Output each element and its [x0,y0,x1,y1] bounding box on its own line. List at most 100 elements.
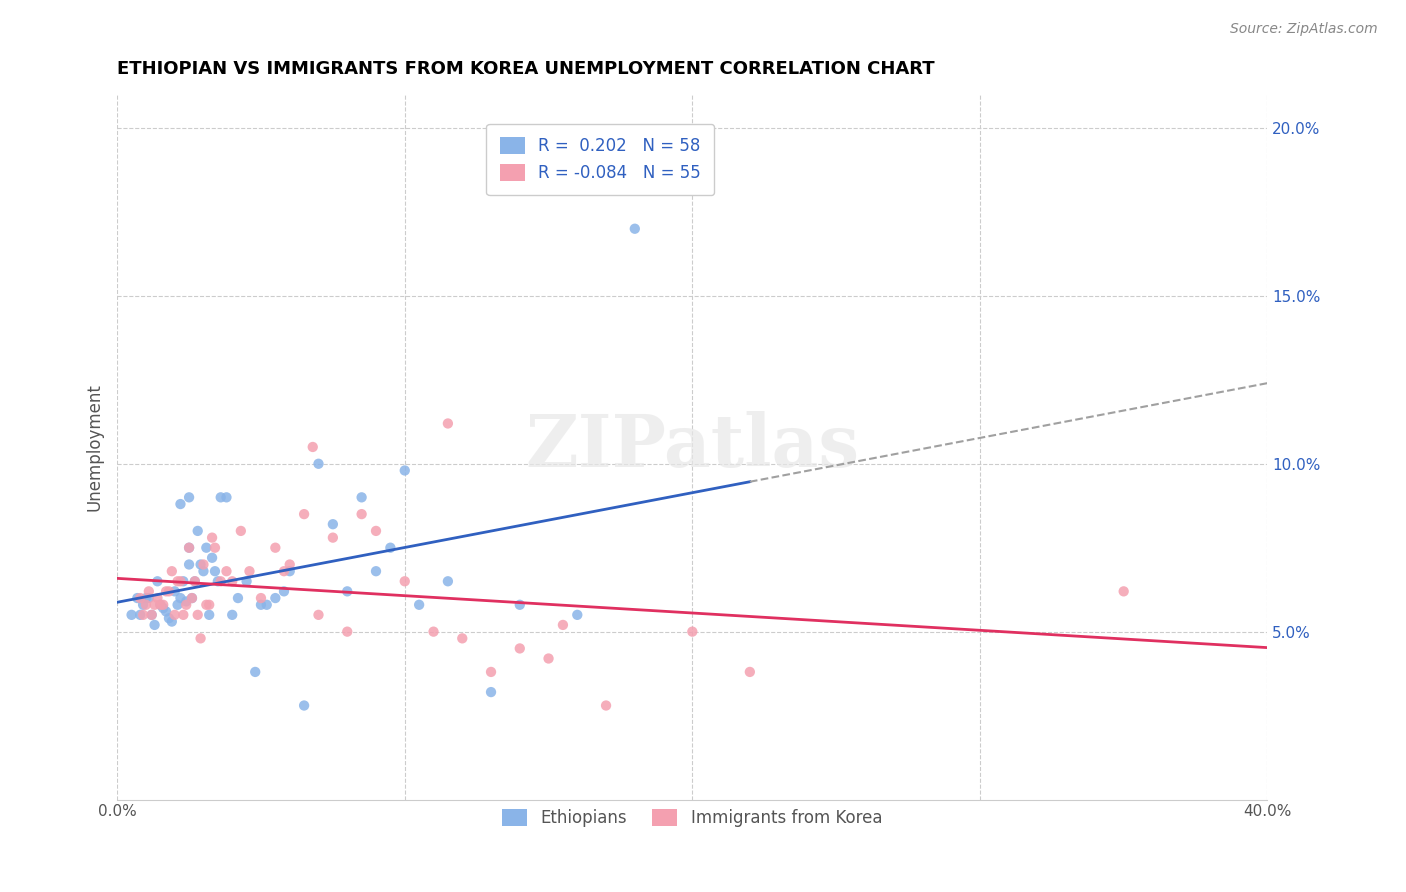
Point [177,541,200,555]
Point [229,524,252,538]
Point [169,591,191,605]
Point [322,531,344,545]
Point [132,607,155,622]
Point [184,574,207,589]
Point [132,598,155,612]
Point [169,574,191,589]
Point [198,607,221,622]
Point [250,598,273,612]
Point [172,607,194,622]
Point [221,574,243,589]
Point [195,598,218,612]
Point [187,607,209,622]
Point [181,591,204,605]
Point [273,584,295,599]
Point [149,598,172,612]
Point [278,558,301,572]
Point [394,574,416,589]
Point [160,615,183,629]
Point [336,624,359,639]
Point [198,598,221,612]
Point [193,564,215,578]
Point [190,632,212,646]
Point [292,698,315,713]
Point [181,591,204,605]
Point [157,584,180,599]
Point [264,591,287,605]
Point [308,457,330,471]
Point [204,564,226,578]
Point [215,564,238,578]
Point [509,598,531,612]
Point [408,598,430,612]
Point [187,524,209,538]
Point [364,564,387,578]
Point [301,440,323,454]
Point [245,665,267,679]
Point [256,598,278,612]
Point [174,598,197,612]
Point [135,591,157,605]
Point [204,541,226,555]
Point [681,624,703,639]
Point [190,558,212,572]
Point [207,574,229,589]
Point [215,491,238,505]
Point [138,591,160,605]
Point [437,574,460,589]
Point [250,591,273,605]
Text: ZIPatlas: ZIPatlas [526,411,859,483]
Point [127,591,149,605]
Point [177,558,200,572]
Point [129,607,152,622]
Point [166,574,188,589]
Point [238,564,260,578]
Point [163,584,186,599]
Point [537,651,560,665]
Point [160,564,183,578]
Point [551,618,574,632]
Point [336,584,359,599]
Point [152,598,174,612]
Y-axis label: Unemployment: Unemployment [86,383,103,511]
Point [292,507,315,521]
Point [209,574,232,589]
Point [172,574,194,589]
Point [146,574,169,589]
Point [278,564,301,578]
Point [738,665,761,679]
Point [201,550,224,565]
Point [157,611,180,625]
Point [152,601,174,615]
Point [394,463,416,477]
Point [141,607,163,622]
Point [567,607,589,622]
Point [479,665,502,679]
Point [308,607,330,622]
Point [143,598,166,612]
Point [273,564,295,578]
Point [437,417,460,431]
Point [155,584,177,599]
Point [135,598,157,612]
Point [235,574,257,589]
Point [177,541,200,555]
Point [624,221,647,235]
Point [141,607,163,622]
Point [155,605,177,619]
Point [350,507,373,521]
Text: ETHIOPIAN VS IMMIGRANTS FROM KOREA UNEMPLOYMENT CORRELATION CHART: ETHIOPIAN VS IMMIGRANTS FROM KOREA UNEMP… [117,60,935,78]
Point [380,541,402,555]
Point [166,598,188,612]
Point [169,497,191,511]
Point [143,618,166,632]
Point [364,524,387,538]
Point [479,685,502,699]
Point [184,574,207,589]
Point [509,641,531,656]
Point [129,591,152,605]
Point [177,491,200,505]
Text: Source: ZipAtlas.com: Source: ZipAtlas.com [1230,22,1378,37]
Point [422,624,444,639]
Point [138,584,160,599]
